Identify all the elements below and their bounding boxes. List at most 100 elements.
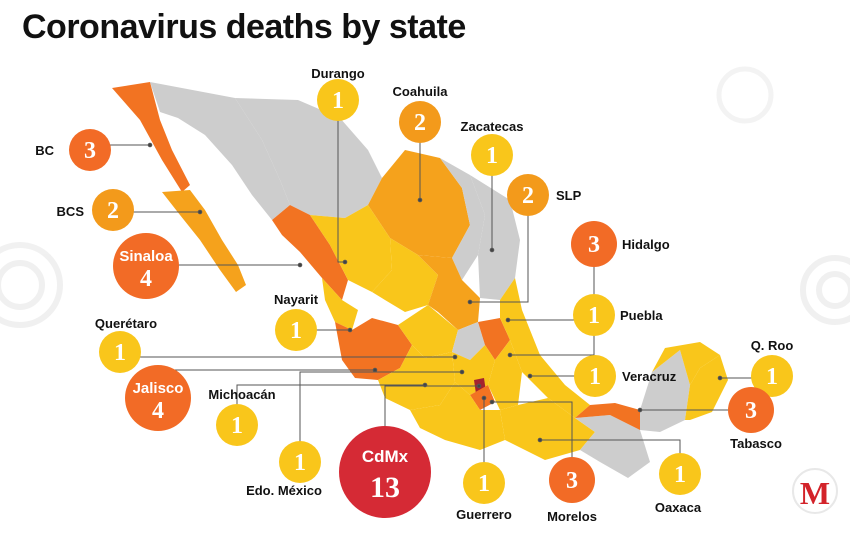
region-guanajuato — [398, 305, 458, 358]
region-campeche — [640, 350, 690, 432]
bubble-circle-morelos — [549, 457, 595, 503]
region-sinaloa — [272, 205, 348, 300]
leader-dot-coahuila — [417, 197, 423, 203]
state-label-morelos: Morelos — [547, 509, 597, 524]
bubble-circle-nayarit — [275, 309, 317, 351]
bubble-veracruz: Veracruz 1 — [574, 355, 677, 397]
region-jalisco — [335, 318, 412, 380]
bubble-guerrero: Guerrero 1 — [456, 462, 512, 522]
bubble-bc: BC 3 — [35, 129, 111, 171]
leader-dot-tabasco — [637, 407, 643, 413]
region-tabasco — [575, 403, 640, 430]
leader-dot-edo-mexico — [459, 369, 465, 375]
bubble-label-sinaloa: Sinaloa — [119, 248, 173, 265]
bubble-edo-mexico: Edo. México 1 — [246, 441, 322, 498]
state-label-puebla: Puebla — [620, 308, 663, 323]
bubble-circle-oaxaca — [659, 453, 701, 495]
logo-letter: M — [799, 475, 831, 511]
region-yucatan — [652, 342, 720, 385]
region-slp — [418, 255, 480, 330]
state-label-edo-mexico: Edo. México — [246, 483, 322, 498]
bubble-value-hidalgo: 3 — [588, 232, 600, 258]
bubble-queretaro: Querétaro 1 — [95, 316, 157, 373]
region-guerrero — [410, 382, 505, 450]
bubble-nayarit: Nayarit 1 — [274, 292, 319, 351]
bubble-circle-veracruz — [574, 355, 616, 397]
leader-dot-queretaro — [452, 354, 458, 360]
bubble-value-q-roo: 1 — [766, 364, 778, 390]
bubble-tabasco: Tabasco 3 — [728, 387, 782, 451]
state-label-queretaro: Querétaro — [95, 316, 157, 331]
bubble-morelos: Morelos 3 — [547, 457, 597, 524]
milenio-logo: M — [792, 468, 838, 514]
bubble-value-guerrero: 1 — [478, 471, 490, 497]
state-label-michoacan: Michoacán — [208, 387, 275, 402]
region-baja-california-sur — [162, 190, 246, 292]
bubble-circle-slp — [507, 174, 549, 216]
bubble-value-veracruz: 1 — [589, 364, 601, 390]
state-label-zacatecas: Zacatecas — [461, 119, 524, 134]
virus-decoration-left-icon — [0, 242, 63, 328]
bubble-value-puebla: 1 — [588, 303, 600, 329]
region-queretaro — [452, 322, 485, 360]
bubble-value-cdmx: 13 — [370, 471, 400, 504]
bubble-value-sinaloa: 4 — [140, 266, 152, 292]
state-label-hidalgo: Hidalgo — [622, 237, 670, 252]
bubble-circle-zacatecas — [471, 134, 513, 176]
bubble-slp: SLP 2 — [507, 174, 582, 216]
region-veracruz — [500, 278, 590, 418]
bubble-value-zacatecas: 1 — [486, 143, 498, 169]
leader-dot-oaxaca — [537, 437, 543, 443]
leader-dot-puebla — [507, 352, 513, 358]
virus-decoration-top-icon — [716, 66, 774, 124]
region-nuevo-leon — [440, 158, 485, 280]
bubble-michoacan: Michoacán 1 — [208, 387, 276, 446]
bubble-circle-coahuila — [399, 101, 441, 143]
bubble-durango: Durango 1 — [311, 66, 365, 121]
bubble-circle-sinaloa — [113, 233, 179, 299]
bubble-bcs: BCS 2 — [57, 189, 134, 231]
bubble-circle-jalisco — [125, 365, 191, 431]
bubble-circle-bcs — [92, 189, 134, 231]
region-michoacan — [378, 345, 455, 410]
leader-dot-bcs — [197, 209, 203, 215]
bubble-circle-tabasco — [728, 387, 774, 433]
bubble-value-slp: 2 — [522, 183, 534, 209]
bubble-circle-edo-mexico — [279, 441, 321, 483]
leader-dot-slp — [467, 299, 473, 305]
bubble-value-tabasco: 3 — [745, 398, 757, 424]
bubble-puebla: Puebla 1 — [573, 294, 663, 336]
leader-dot-guerrero — [481, 395, 487, 401]
bubble-value-queretaro: 1 — [114, 340, 126, 366]
region-durango — [310, 205, 392, 292]
state-label-tabasco: Tabasco — [730, 436, 782, 451]
region-baja-california — [112, 82, 190, 192]
bubble-value-jalisco: 4 — [152, 398, 164, 424]
leader-line-durango — [337, 100, 345, 263]
bubble-value-coahuila: 2 — [414, 110, 426, 136]
leader-dot-sinaloa — [297, 262, 303, 268]
bubble-value-edo-mexico: 1 — [294, 450, 306, 476]
region-zacatecas — [372, 238, 438, 312]
bubble-circle-puebla — [573, 294, 615, 336]
page-title: Coronavirus deaths by state — [22, 8, 466, 46]
leader-dot-nayarit — [347, 327, 353, 333]
bubble-label-cdmx: CdMx — [362, 447, 409, 466]
leader-dot-hidalgo — [505, 317, 511, 323]
bubble-value-oaxaca: 1 — [674, 462, 686, 488]
leader-dot-cdmx — [476, 383, 482, 389]
leader-line-edo-mexico — [299, 371, 462, 462]
region-sonora — [150, 82, 290, 220]
bubble-circle-queretaro — [99, 331, 141, 373]
bubble-circle-michoacan — [216, 404, 258, 446]
bubble-label-jalisco: Jalisco — [133, 380, 184, 397]
state-bubbles: Durango 1 Coahuila 2 Zacatecas 1 BC 3 BCS 2 SLP 2 Si… — [35, 66, 793, 524]
bubble-value-bc: 3 — [84, 138, 96, 164]
state-label-nayarit: Nayarit — [274, 292, 319, 307]
region-oaxaca — [500, 398, 595, 460]
bubble-value-durango: 1 — [332, 88, 344, 114]
